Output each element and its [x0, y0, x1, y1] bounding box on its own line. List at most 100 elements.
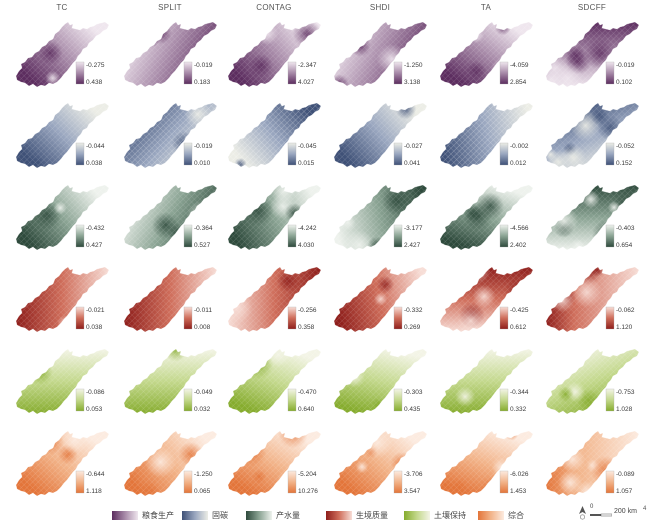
texture-blob — [461, 349, 476, 358]
map-shdi-row-4: -0.332 0.269 — [328, 261, 432, 341]
map-sdcff-row-4: -0.062 1.120 — [540, 261, 644, 341]
map-sdcff-row-5: -0.753 1.028 — [540, 343, 644, 423]
region-outline — [333, 430, 428, 497]
map-svg: -0.332 0.269 — [333, 266, 428, 333]
ramp-lower-value: 0.152 — [616, 160, 633, 167]
region-outline — [227, 21, 322, 88]
ramp-upper-value: -3.706 — [404, 471, 423, 478]
map-shdi-row-6: -3.706 3.547 — [328, 425, 432, 505]
ramp-upper-value: -6.026 — [510, 471, 529, 478]
color-ramp — [75, 224, 85, 248]
ramp-lower-value: 2.427 — [404, 242, 421, 249]
ramp-upper-value: -1.250 — [404, 62, 423, 69]
ramp-upper-value: -0.403 — [616, 225, 635, 232]
map-svg: -0.019 0.102 — [545, 21, 640, 88]
color-ramp — [75, 61, 85, 85]
ramp-upper-value: -4.566 — [510, 225, 529, 232]
texture-blob — [336, 360, 349, 373]
legend-swatch — [246, 510, 272, 520]
legend-swatch — [112, 510, 138, 520]
column-header-shdi: SHDI — [369, 3, 391, 12]
map-shdi-row-5: -0.303 0.435 — [328, 343, 432, 423]
map-contag-row-2: -0.045 0.015 — [222, 97, 326, 177]
map-svg: -0.021 0.038 — [15, 266, 110, 333]
ramp-upper-value: -0.027 — [404, 143, 423, 150]
ramp-upper-value: -0.019 — [194, 143, 213, 150]
region-outline — [15, 348, 110, 415]
region-outline — [545, 184, 640, 251]
map-svg: -0.045 0.015 — [227, 102, 322, 169]
ramp-lower-value: 1.453 — [510, 488, 527, 495]
color-ramp — [605, 388, 615, 412]
map-ta-row-5: -0.344 0.332 — [434, 343, 538, 423]
ramp-lower-value: 0.065 — [194, 488, 211, 495]
ramp-upper-value: -0.011 — [194, 307, 212, 314]
color-ramp — [287, 470, 297, 494]
legend-item-5: 土壤保持 — [404, 510, 466, 520]
ramp-lower-value: 0.102 — [616, 79, 633, 86]
texture-blob — [443, 359, 458, 373]
map-split-row-5: -0.049 0.032 — [118, 343, 222, 423]
north-arrow-icon — [579, 506, 586, 520]
map-svg: -4.566 2.402 — [439, 184, 534, 251]
legend-swatch — [404, 510, 430, 520]
region-outline — [439, 21, 534, 88]
map-svg: -0.089 1.057 — [545, 430, 640, 497]
column-header-ta: TA — [480, 3, 492, 12]
color-ramp — [287, 388, 297, 412]
texture-blob — [460, 271, 476, 288]
color-ramp — [183, 470, 193, 494]
map-svg: -0.403 0.654 — [545, 184, 640, 251]
ramp-lower-value: 10.276 — [298, 488, 318, 495]
color-ramp — [287, 224, 297, 248]
region-outline — [439, 348, 534, 415]
region-outline — [333, 266, 428, 333]
ramp-lower-value: 0.640 — [298, 406, 315, 413]
color-ramp — [393, 142, 403, 166]
legend-label: 土壤保持 — [434, 510, 466, 520]
map-tc-row-4: -0.021 0.038 — [10, 261, 114, 341]
map-contag-row-3: -4.242 4.030 — [222, 179, 326, 259]
texture-blob — [137, 22, 164, 42]
map-svg: -3.177 2.427 — [333, 184, 428, 251]
map-svg: -0.344 0.332 — [439, 348, 534, 415]
region-outline — [123, 348, 218, 415]
map-svg: -1.250 0.065 — [123, 430, 218, 497]
region-outline — [545, 266, 640, 333]
ramp-lower-value: 4.027 — [298, 79, 315, 86]
swatch-fill — [246, 510, 272, 520]
color-ramp — [75, 306, 85, 330]
map-svg: -0.027 0.041 — [333, 102, 428, 169]
ramp-lower-value: 0.053 — [86, 406, 103, 413]
region-outline — [227, 430, 322, 497]
ramp-lower-value: 0.269 — [404, 324, 421, 331]
map-tc-row-1: -0.275 0.438 — [10, 16, 114, 96]
color-ramp — [605, 470, 615, 494]
ramp-lower-value: 3.547 — [404, 488, 421, 495]
color-ramp — [499, 142, 509, 166]
region-outline — [123, 102, 218, 169]
ramp-lower-value: 0.654 — [616, 242, 633, 249]
color-ramp — [393, 306, 403, 330]
color-ramp — [499, 224, 509, 248]
color-ramp — [605, 306, 615, 330]
region-outline — [333, 102, 428, 169]
ramp-upper-value: -0.256 — [298, 307, 317, 314]
map-shdi-row-1: -1.250 3.138 — [328, 16, 432, 96]
color-ramp — [499, 470, 509, 494]
ramp-upper-value: -0.089 — [616, 471, 635, 478]
legend-label: 生境质量 — [356, 510, 388, 520]
texture-blob — [546, 276, 558, 295]
color-ramp — [393, 470, 403, 494]
ramp-upper-value: -0.062 — [616, 307, 635, 314]
region-outline — [15, 21, 110, 88]
legend-swatch — [478, 510, 504, 520]
color-ramp — [499, 388, 509, 412]
region-outline — [333, 21, 428, 88]
region-outline — [123, 430, 218, 497]
color-ramp — [183, 388, 193, 412]
map-ta-row-6: -6.026 1.453 — [434, 425, 538, 505]
ramp-lower-value: 0.038 — [86, 324, 103, 331]
map-svg: -0.086 0.053 — [15, 348, 110, 415]
map-ta-row-4: -0.425 0.612 — [434, 261, 538, 341]
